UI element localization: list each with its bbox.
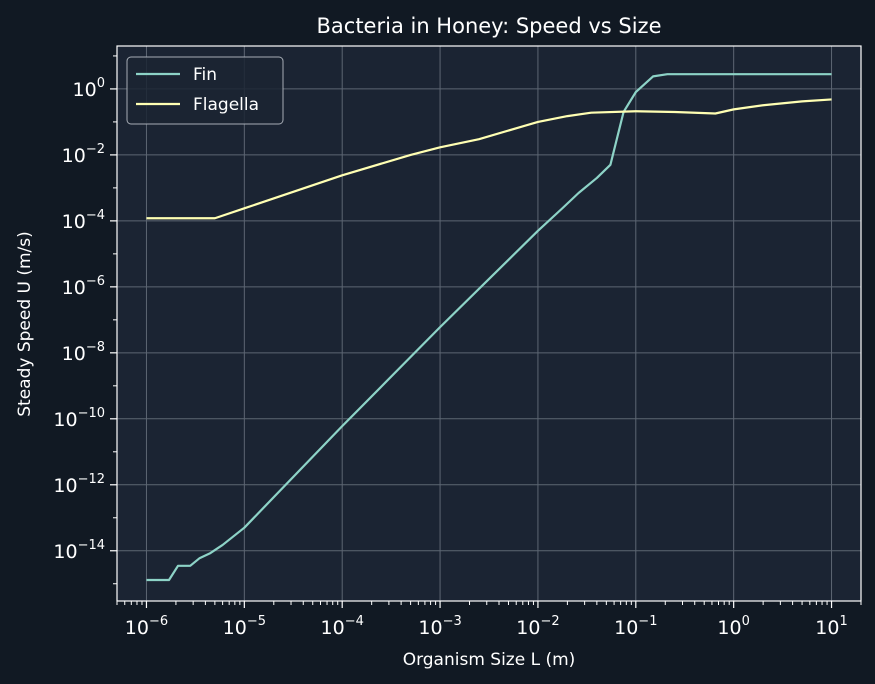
x-tick-exponent: −1 xyxy=(638,614,657,629)
chart-title: Bacteria in Honey: Speed vs Size xyxy=(317,14,662,38)
y-axis-title: Steady Speed U (m/s) xyxy=(15,231,35,417)
x-tick-exponent: 1 xyxy=(839,614,847,629)
legend: Fin Flagella xyxy=(126,56,284,125)
x-tick-label: 10−2 xyxy=(516,614,559,639)
y-tick-exponent: 0 xyxy=(97,76,105,91)
y-tick-exponent: −10 xyxy=(78,406,105,421)
y-tick-base: 10 xyxy=(53,409,77,431)
x-tick-base: 10 xyxy=(418,617,442,639)
grid-layer xyxy=(117,46,861,601)
axes-frame xyxy=(116,45,862,602)
x-tick-exponent: 0 xyxy=(742,614,750,629)
y-tick-base: 10 xyxy=(73,79,97,101)
y-tick-exponent: −12 xyxy=(78,472,105,487)
x-tick-label: 101 xyxy=(815,614,847,639)
y-tick-label: 10−14 xyxy=(53,538,105,563)
y-tick-base: 10 xyxy=(62,277,86,299)
x-tick-base: 10 xyxy=(614,617,638,639)
tick-layer: 10−6 10−5 10−4 10−3 10−2 10−1 100 10110−1410−12… xyxy=(53,55,862,639)
y-tick-label: 10−6 xyxy=(62,274,105,299)
x-tick-label: 10−4 xyxy=(321,614,364,639)
x-tick-exponent: −5 xyxy=(247,614,266,629)
x-axis-title: Organism Size L (m) xyxy=(403,650,576,670)
x-tick-base: 10 xyxy=(516,617,540,639)
y-tick-label: 10−12 xyxy=(53,472,105,497)
plot-area xyxy=(117,46,861,601)
y-tick-exponent: −2 xyxy=(86,142,105,157)
x-tick-label: 10−5 xyxy=(223,614,266,639)
legend-label-flagella: Flagella xyxy=(193,95,259,115)
x-tick-base: 10 xyxy=(717,617,741,639)
y-tick-label: 100 xyxy=(73,76,105,101)
series-layer xyxy=(146,73,832,582)
x-tick-label: 10−6 xyxy=(125,614,168,639)
x-tick-exponent: −2 xyxy=(540,614,559,629)
y-tick-base: 10 xyxy=(53,475,77,497)
x-tick-exponent: −3 xyxy=(443,614,462,629)
y-tick-base: 10 xyxy=(62,343,86,365)
x-tick-label: 10−3 xyxy=(418,614,461,639)
x-tick-exponent: −6 xyxy=(149,614,168,629)
legend-label-fin: Fin xyxy=(193,65,217,85)
y-tick-label: 10−8 xyxy=(62,340,105,365)
x-tick-label: 100 xyxy=(717,614,749,639)
x-tick-base: 10 xyxy=(321,617,345,639)
y-tick-exponent: −6 xyxy=(86,274,105,289)
plot-border xyxy=(116,45,862,602)
x-tick-base: 10 xyxy=(223,617,247,639)
y-tick-exponent: −14 xyxy=(78,538,105,553)
y-tick-base: 10 xyxy=(62,211,86,233)
y-tick-exponent: −8 xyxy=(86,340,105,355)
y-tick-exponent: −4 xyxy=(86,208,105,223)
y-tick-base: 10 xyxy=(53,541,77,563)
y-tick-label: 10−10 xyxy=(53,406,105,431)
x-tick-label: 10−1 xyxy=(614,614,657,639)
y-tick-label: 10−4 xyxy=(62,208,105,233)
y-tick-base: 10 xyxy=(62,145,86,167)
x-tick-base: 10 xyxy=(815,617,839,639)
series-line-flagella xyxy=(146,98,832,220)
x-tick-exponent: −4 xyxy=(345,614,364,629)
series-line-fin xyxy=(146,73,832,582)
y-tick-label: 10−2 xyxy=(62,142,105,167)
x-tick-base: 10 xyxy=(125,617,149,639)
